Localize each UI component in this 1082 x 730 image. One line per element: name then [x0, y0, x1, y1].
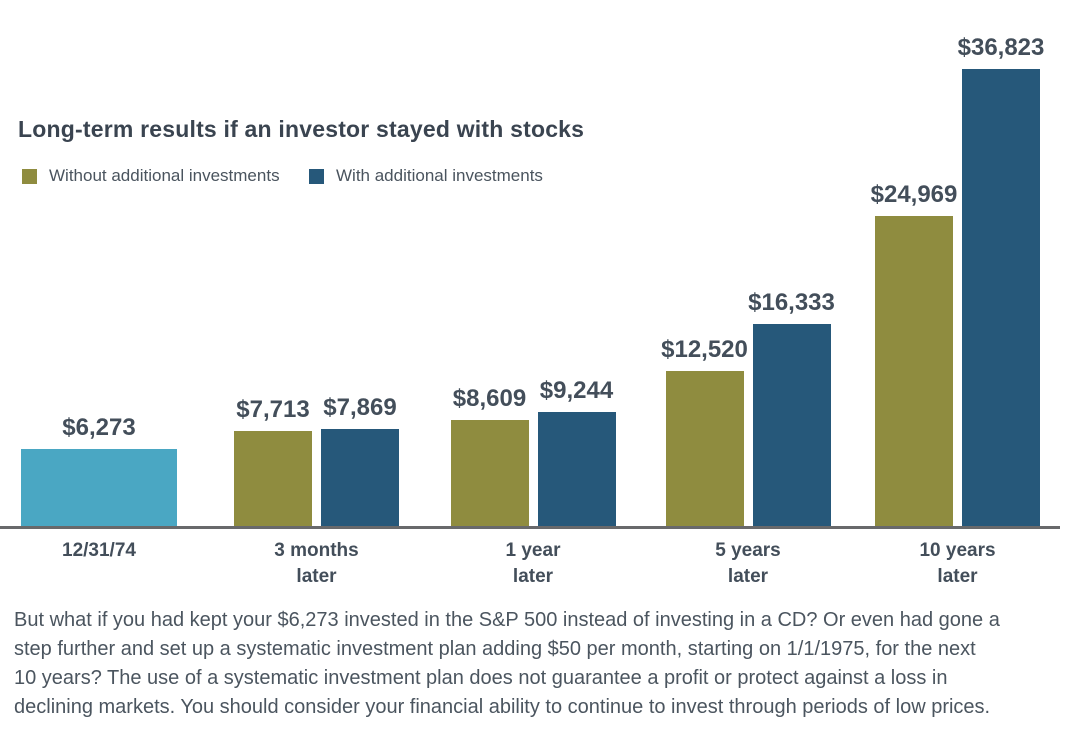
legend-label-without-additional: Without additional investments — [49, 166, 280, 185]
footnote-line: step further and set up a systematic inv… — [14, 638, 976, 660]
chart-title: Long-term results if an investor stayed … — [18, 116, 585, 142]
bar-with-additional — [752, 324, 831, 527]
value-label: $9,244 — [539, 377, 614, 404]
value-label: $7,869 — [323, 394, 397, 421]
bar-with-additional — [537, 412, 616, 527]
value-label: $16,333 — [748, 289, 835, 316]
bar-chart: Long-term results if an investor stayed … — [0, 34, 1082, 529]
legend-swatch-with-additional — [309, 168, 324, 184]
value-label: $6,273 — [62, 414, 136, 441]
x-axis-label: 5 years later — [715, 540, 781, 587]
bar-without-additional — [665, 371, 744, 527]
footnote-line: But what if you had kept your $6,273 inv… — [14, 609, 1000, 631]
value-label: $7,713 — [236, 396, 310, 423]
chart-legend: Without additional investments With addi… — [0, 166, 1082, 186]
x-axis-label: 12/31/74 — [62, 540, 136, 561]
legend-label-with-additional: With additional investments — [336, 166, 543, 185]
footnote-line: declining markets. You should consider y… — [14, 696, 991, 718]
value-label: $36,823 — [957, 34, 1045, 61]
bar-without-additional — [450, 420, 529, 527]
footnote: But what if you had kept your $6,273 inv… — [14, 606, 1074, 722]
bar-without-additional — [234, 431, 312, 527]
legend-item-with-additional: With additional investments — [309, 166, 543, 186]
x-axis-line — [0, 526, 1060, 529]
x-axis-label: 3 months later — [274, 540, 359, 587]
bar-without-additional — [875, 216, 953, 527]
bar-with-additional — [962, 69, 1040, 527]
footnote-line: 10 years? The use of a systematic invest… — [14, 667, 948, 689]
value-label: $24,969 — [870, 181, 958, 208]
legend-swatch-without-additional — [22, 168, 37, 184]
bar-with-additional — [321, 429, 399, 527]
x-axis-label: 1 year later — [505, 540, 561, 587]
x-axis-label: 10 years later — [919, 540, 996, 587]
legend-item-without-additional: Without additional investments — [22, 166, 280, 186]
x-axis-labels: 12/31/74 3 months later 1 year later 5 year… — [0, 538, 1082, 598]
bar-initial-investment — [21, 449, 177, 527]
value-label: $12,520 — [661, 336, 748, 363]
value-label: $8,609 — [452, 385, 527, 412]
